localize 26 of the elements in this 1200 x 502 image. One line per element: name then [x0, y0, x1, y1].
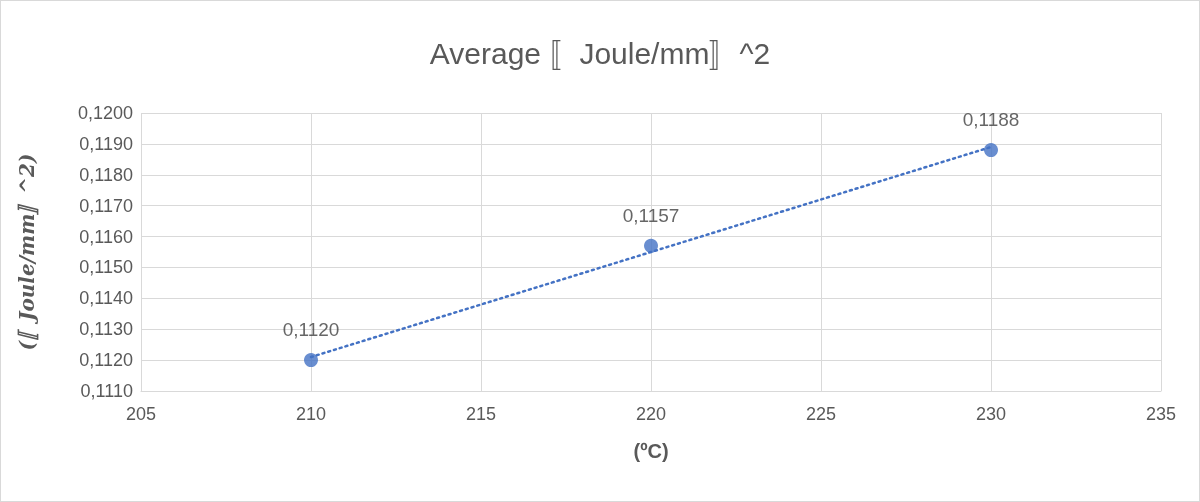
x-tick-label: 210: [295, 404, 327, 424]
x-tick-label: 225: [805, 404, 837, 424]
point: [984, 143, 998, 158]
y-tick-label: 0,1160: [79, 226, 133, 247]
point: [304, 353, 318, 368]
data-label: 0,1120: [282, 319, 340, 341]
y-tick-label: 0,1130: [79, 319, 133, 340]
data-label: 0,1157: [622, 204, 680, 226]
y-tick-label: 0,1200: [77, 103, 133, 123]
chart-title: Average 〚Joule/mm〛^2: [429, 36, 771, 70]
x-tick-label: 205: [125, 404, 157, 424]
data-label: 0,1188: [962, 109, 1020, 131]
x-tick-label: 235: [1145, 404, 1177, 424]
x-tick-label: 220: [635, 404, 667, 424]
y-tick-label: 0,1170: [79, 195, 133, 216]
y-axis-title: (〚Joule/mm〛^2): [15, 153, 39, 351]
y-tick-label: 0,1190: [79, 133, 133, 154]
y-tick-label: 0,1140: [79, 288, 133, 309]
x-tick-label: 230: [975, 404, 1007, 424]
x-tick-label: 215: [465, 404, 497, 424]
y-tick-label: 0,1110: [80, 381, 133, 401]
x-axis-title: (ºC): [633, 440, 669, 462]
y-tick-label: 0,1150: [79, 257, 133, 278]
y-tick-label: 0,1120: [79, 350, 133, 371]
point: [644, 238, 658, 253]
y-tick-label: 0,1180: [79, 164, 133, 185]
